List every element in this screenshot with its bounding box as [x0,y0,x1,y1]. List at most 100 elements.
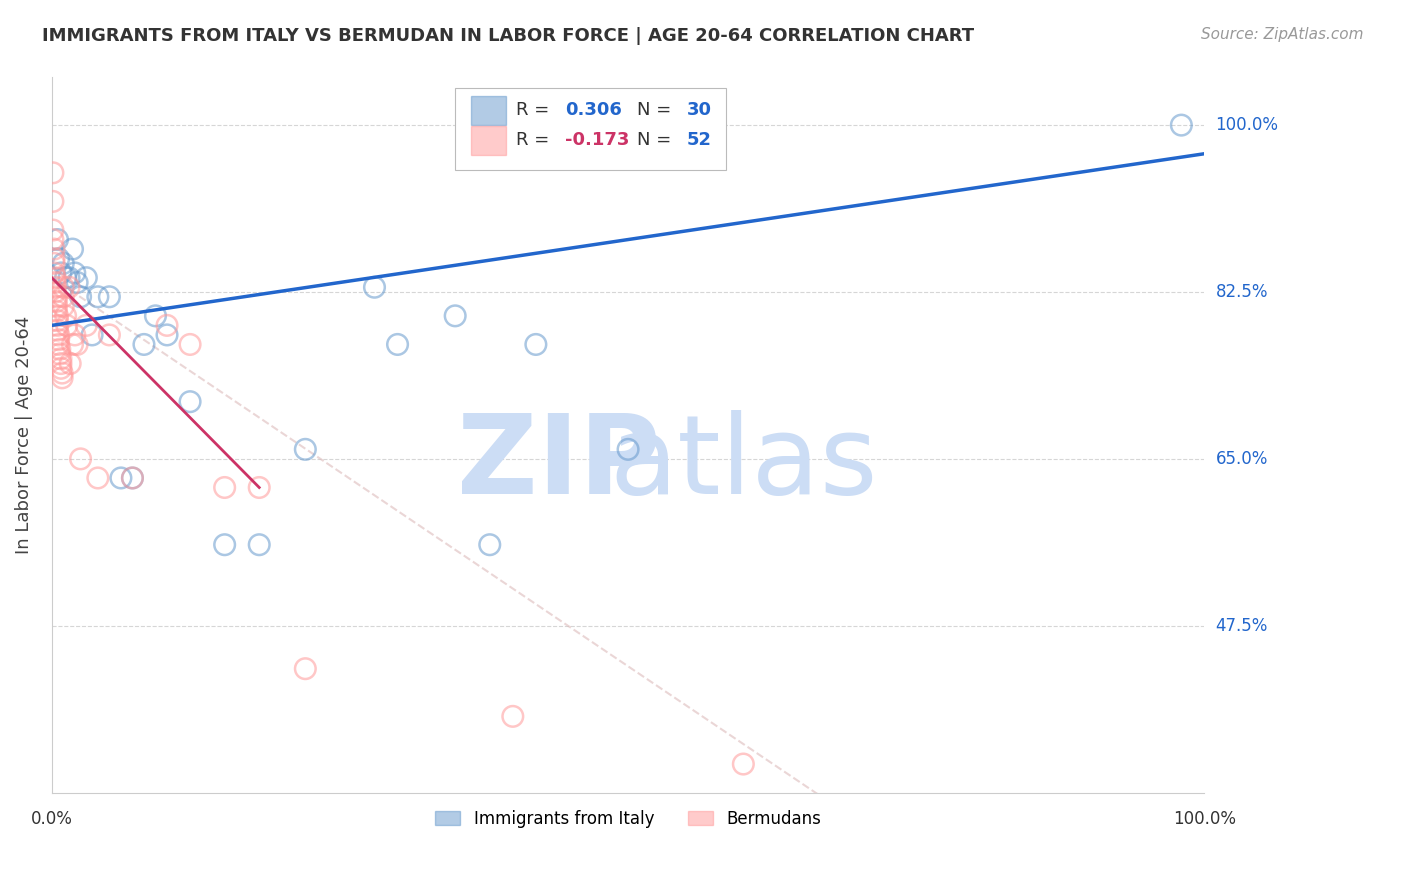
Point [55,270,77,285]
Legend: Immigrants from Italy, Bermudans: Immigrants from Italy, Bermudans [429,803,828,834]
Point [49,343,72,357]
Point [179,394,201,409]
Point [63,327,86,342]
Text: 47.5%: 47.5% [1216,616,1268,635]
Point [44,280,66,294]
FancyBboxPatch shape [471,126,506,154]
Point [49,351,72,366]
Point [363,280,385,294]
Point [63,266,86,280]
Point [48,333,70,347]
Point [62,242,84,256]
Point [66,337,89,351]
Point [502,709,524,723]
Text: atlas: atlas [609,410,877,517]
Point [294,442,316,457]
Point [52,299,75,313]
Text: Source: ZipAtlas.com: Source: ZipAtlas.com [1201,27,1364,42]
Point [42,223,65,237]
Point [121,471,143,485]
Text: -0.173: -0.173 [565,131,628,149]
Point [42,166,65,180]
Point [387,337,409,351]
Point [444,309,467,323]
Point [214,481,236,495]
Point [75,270,97,285]
Text: 30: 30 [688,102,711,120]
Text: 100.0%: 100.0% [1173,810,1236,828]
Point [42,256,65,270]
Point [42,233,65,247]
Point [48,252,70,266]
Point [46,313,69,327]
Point [733,757,755,772]
Text: 100.0%: 100.0% [1216,116,1278,134]
Point [42,242,65,256]
Point [87,290,110,304]
Point [42,252,65,266]
Text: 0.0%: 0.0% [31,810,73,828]
Point [87,471,110,485]
Point [49,357,72,371]
Point [156,327,179,342]
Point [51,371,73,385]
Point [48,327,70,342]
Point [59,357,82,371]
Point [247,481,270,495]
Point [52,280,75,294]
Point [52,290,75,304]
Point [49,361,72,376]
Point [110,471,132,485]
Point [247,538,270,552]
Point [98,290,121,304]
Point [45,290,67,304]
Point [42,266,65,280]
Point [45,304,67,318]
Text: 82.5%: 82.5% [1216,283,1268,301]
Point [45,299,67,313]
Point [98,327,121,342]
Y-axis label: In Labor Force | Age 20-64: In Labor Force | Age 20-64 [15,316,32,554]
Point [46,323,69,337]
Text: 52: 52 [688,131,711,149]
Text: N =: N = [637,131,678,149]
FancyBboxPatch shape [456,88,725,170]
Point [52,256,75,270]
Point [69,451,91,466]
Point [58,280,80,294]
Point [617,442,640,457]
Point [66,276,89,290]
Point [51,366,73,380]
Point [69,290,91,304]
Point [44,285,66,299]
Point [45,294,67,309]
Point [55,309,77,323]
Text: IMMIGRANTS FROM ITALY VS BERMUDAN IN LABOR FORCE | AGE 20-64 CORRELATION CHART: IMMIGRANTS FROM ITALY VS BERMUDAN IN LAB… [42,27,974,45]
Point [214,538,236,552]
Point [46,309,69,323]
Text: R =: R = [516,131,555,149]
Point [44,276,66,290]
Point [145,309,167,323]
Text: ZIP: ZIP [457,410,661,517]
Point [55,318,77,333]
Point [179,337,201,351]
Text: N =: N = [637,102,678,120]
Text: 65.0%: 65.0% [1216,450,1268,468]
Point [1170,118,1192,132]
FancyBboxPatch shape [471,96,506,125]
Point [294,662,316,676]
Point [524,337,547,351]
Point [46,318,69,333]
Point [48,337,70,351]
Point [46,233,69,247]
Point [58,270,80,285]
Point [156,318,179,333]
Point [478,538,501,552]
Point [132,337,155,351]
Text: 0.306: 0.306 [565,102,621,120]
Point [49,347,72,361]
Point [44,270,66,285]
Point [42,194,65,209]
Point [49,266,72,280]
